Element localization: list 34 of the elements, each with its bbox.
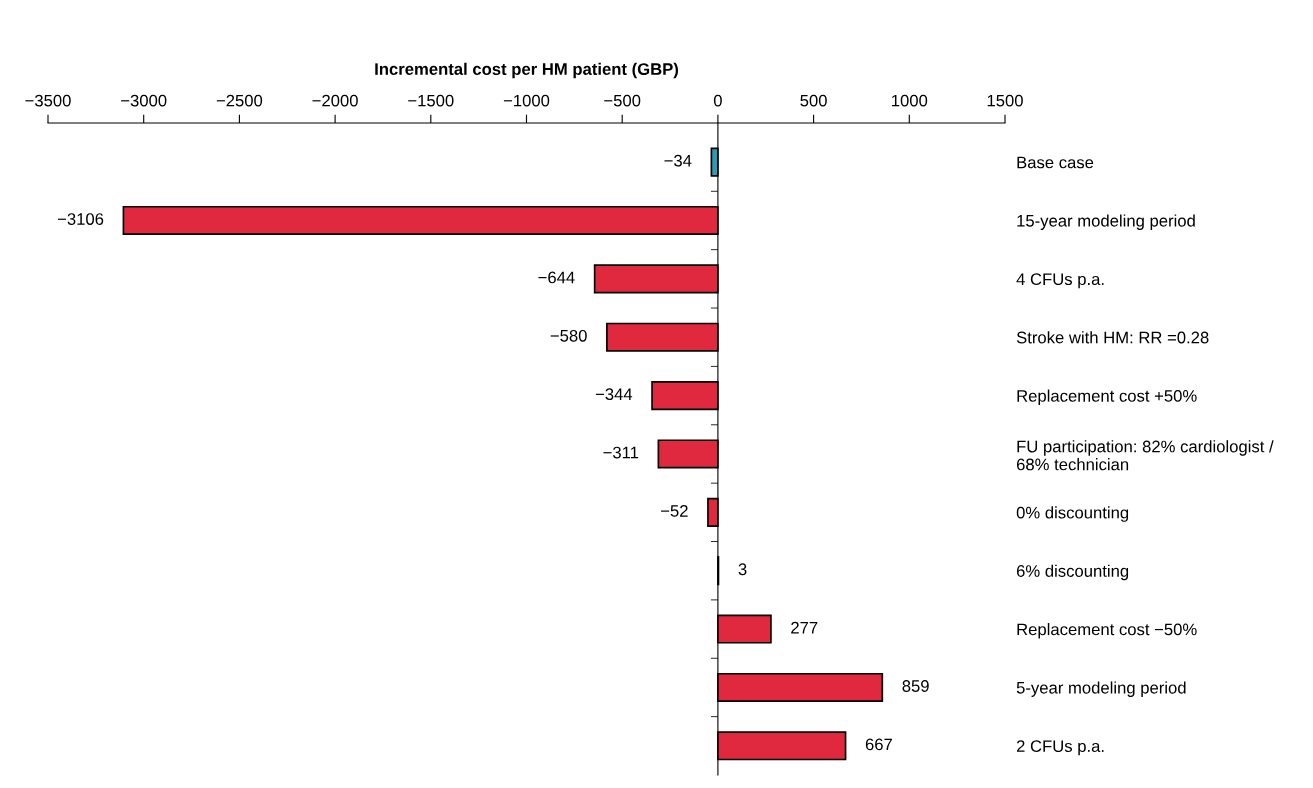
x-tick-label: 1500 <box>987 94 1023 107</box>
y-tick-label: Replacement cost +50% <box>1017 389 1197 406</box>
x-tick-label: 500 <box>800 94 827 107</box>
x-tick-label: 0 <box>713 94 722 107</box>
y-tick-label: 4 CFUs p.a. <box>1016 273 1104 289</box>
x-tick-label: −1500 <box>408 94 454 107</box>
x-tick-label: −500 <box>604 94 641 107</box>
data-label: −3106 <box>57 213 104 225</box>
data-label: −644 <box>538 271 575 284</box>
y-tick-label: FU participation: 82% cardiologist / 68% technician <box>1016 440 1274 471</box>
x-tick-label: −1000 <box>503 94 550 107</box>
x-tick-label: −3000 <box>121 94 167 107</box>
y-tick-label: 6% discounting <box>1016 564 1129 581</box>
y-tick-label: Stroke with HM: RR =0.28 <box>1016 331 1209 344</box>
y-tick-label: 0% discounting <box>1016 506 1129 522</box>
y-tick-label: 15-year modeling period <box>1017 214 1195 230</box>
y-tick-label: 5-year modeling period <box>1016 681 1186 697</box>
x-tick-label: 1000 <box>892 94 928 107</box>
x-tick-label: −3500 <box>25 94 71 107</box>
data-label: 277 <box>791 621 818 634</box>
y-tick-label: Replacement cost −50% <box>1017 623 1197 639</box>
data-label: −52 <box>661 505 688 517</box>
y-tick-label: 2 CFUs p.a. <box>1016 740 1104 756</box>
x-tick-label: −2500 <box>216 94 263 107</box>
data-label: −344 <box>595 388 633 401</box>
data-label: −311 <box>603 446 639 459</box>
data-label: −580 <box>550 329 587 342</box>
data-label: 3 <box>738 563 747 576</box>
data-label: 667 <box>865 738 892 751</box>
data-label: 859 <box>902 680 929 692</box>
x-axis-title: Incremental cost per HM patient (GBP) <box>375 62 679 79</box>
x-tick-label: −2000 <box>312 94 358 107</box>
y-tick-label: Base case <box>1017 156 1094 169</box>
data-label: −34 <box>664 154 692 167</box>
